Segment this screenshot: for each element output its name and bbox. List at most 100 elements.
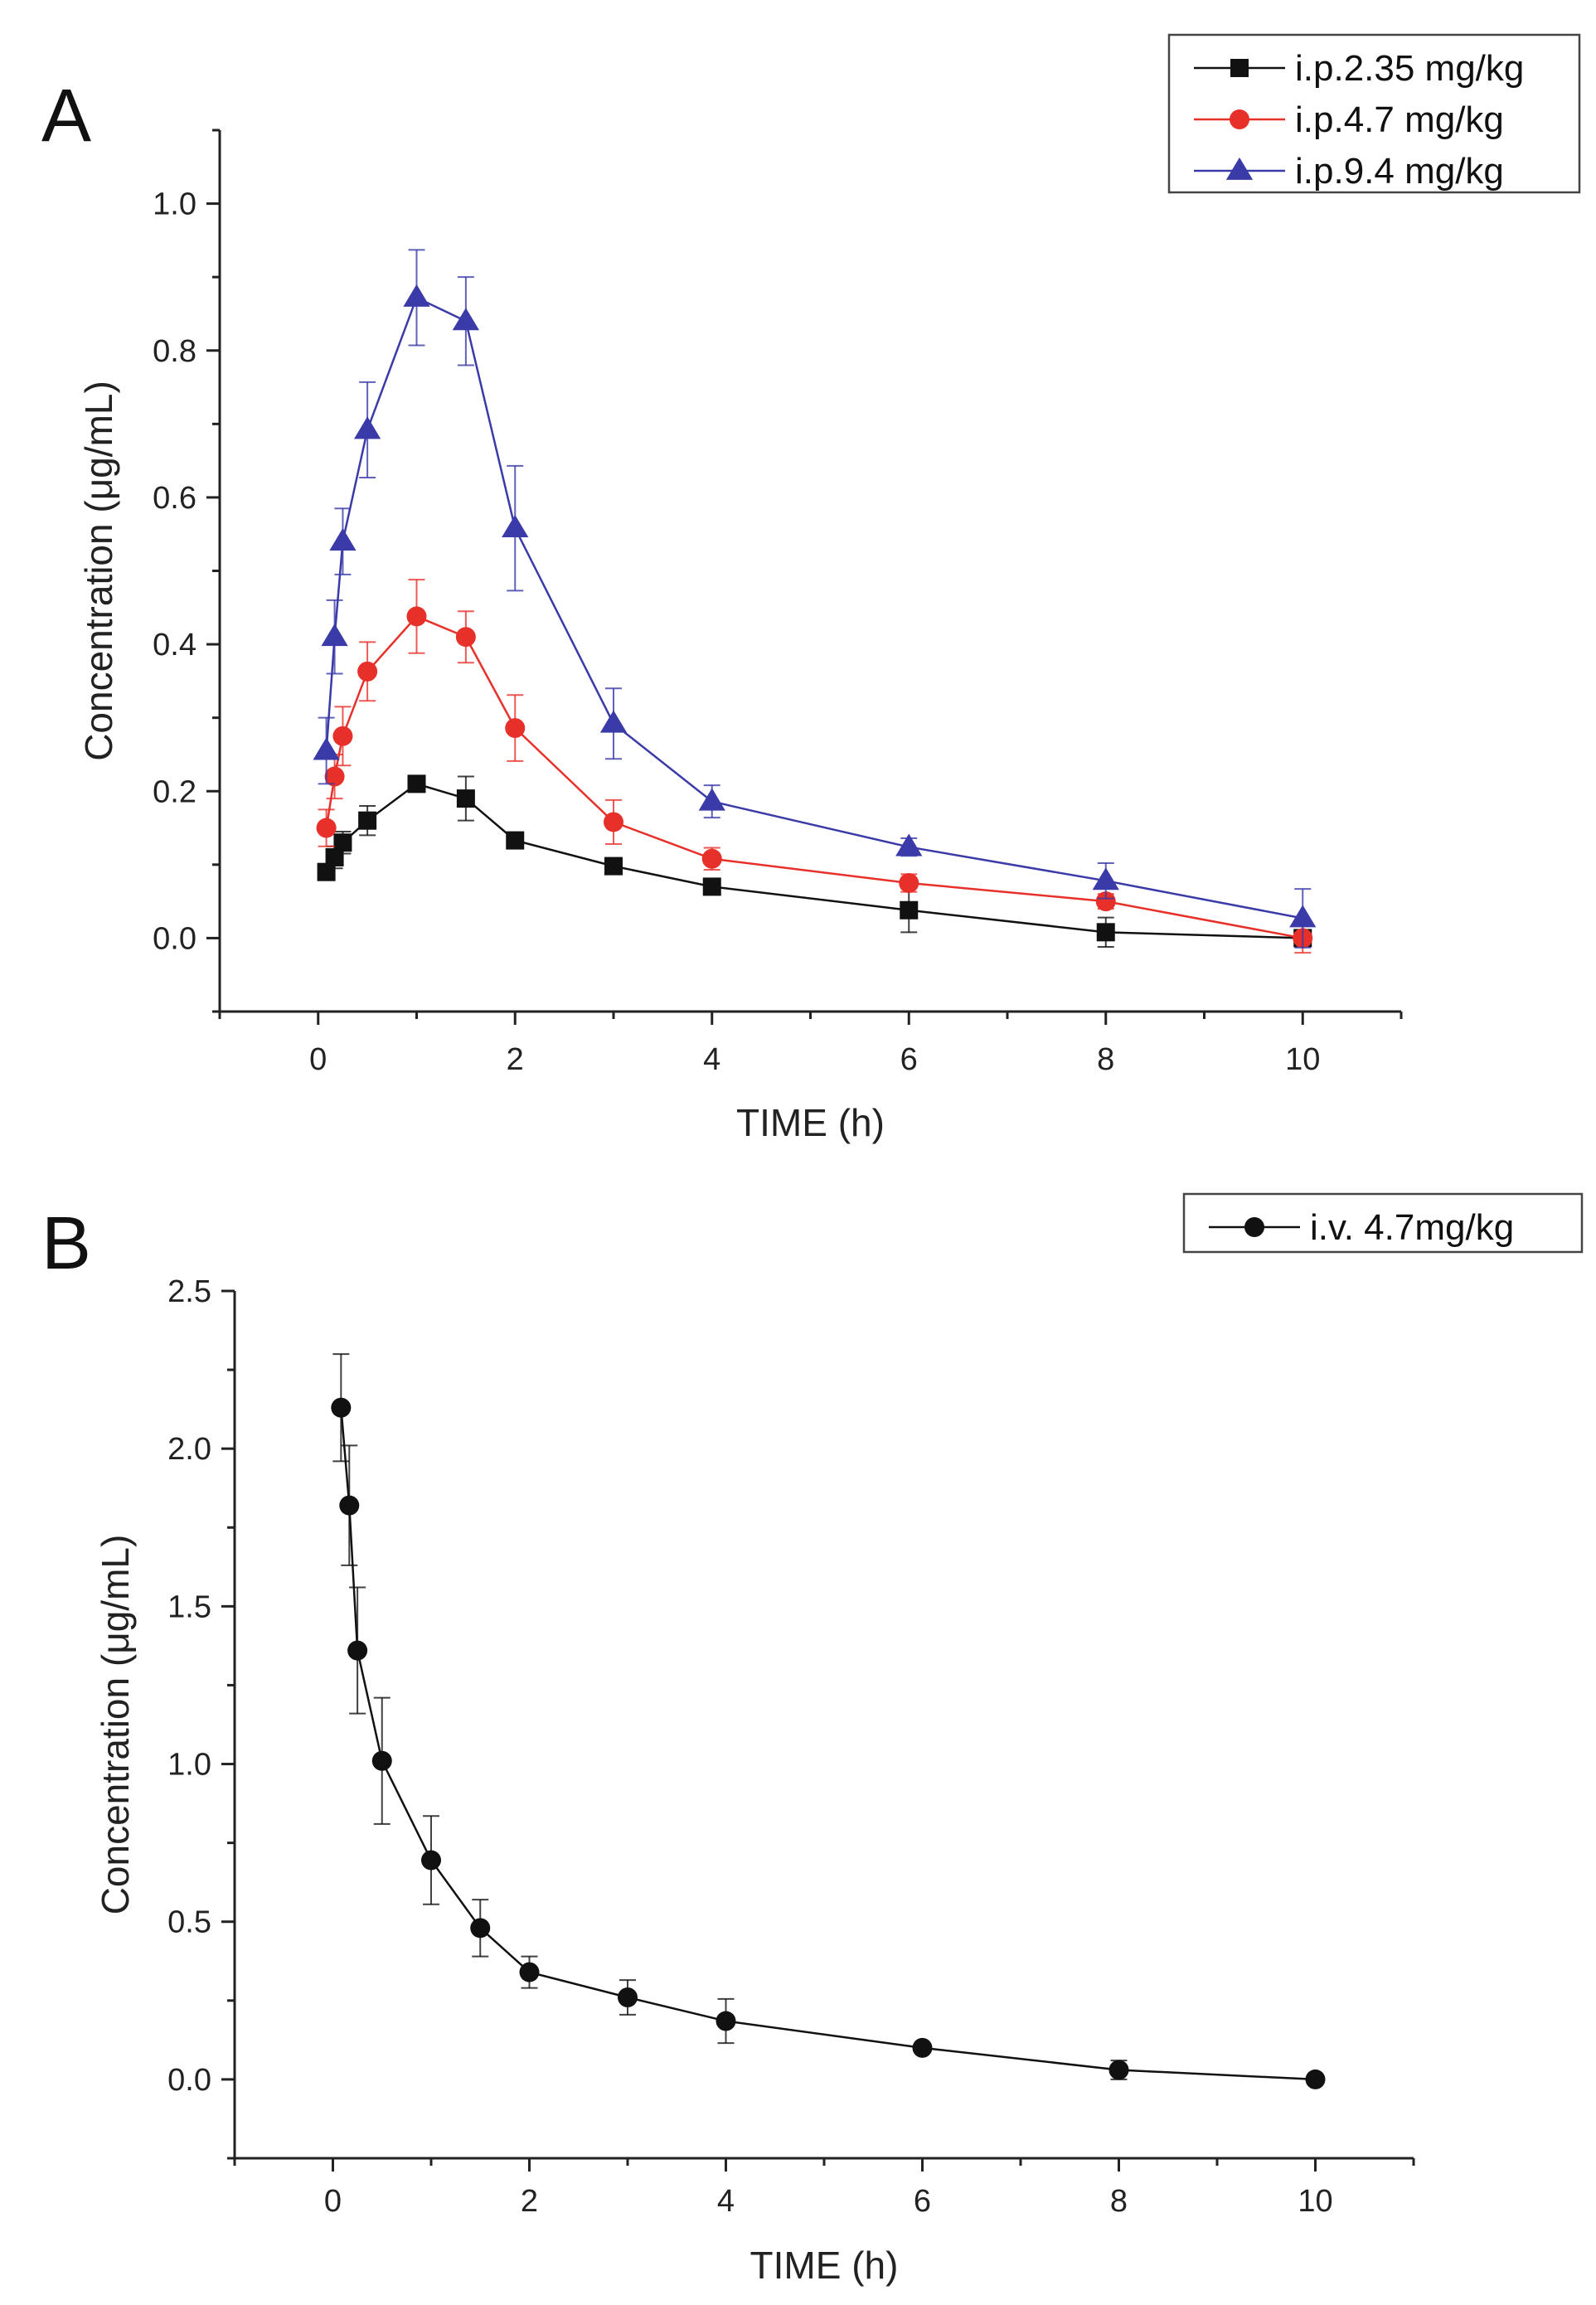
data-point [358,811,377,830]
legend-marker [1225,157,1254,180]
data-point [912,2037,933,2058]
legend-item: i.v. 4.7mg/kg [1209,1207,1514,1248]
data-point [702,877,721,896]
data-point [407,774,426,793]
y-axis-title: Concentration (μg/mL) [77,381,120,761]
x-tick-label: 10 [1298,2184,1332,2219]
data-point [321,624,348,647]
data-point [1305,2069,1326,2089]
data-point [357,661,378,682]
series-2 [316,579,1313,954]
data-point [1108,2060,1129,2080]
x-axis-title: TIME (h) [750,2244,899,2287]
data-point [701,848,722,869]
x-tick-label: 2 [507,1042,524,1077]
panel-letter: B [41,1202,91,1285]
data-point [332,725,353,746]
legend-item: i.p.2.35 mg/kg [1194,48,1524,89]
data-point [502,515,529,538]
legend: i.v. 4.7mg/kg [1182,1192,1584,1254]
data-point [1289,905,1317,928]
x-tick-label: 0 [309,1042,327,1077]
series-1 [331,1353,1326,2089]
data-point [316,818,337,838]
y-tick-label: 0.8 [153,334,196,369]
data-point [895,833,923,856]
data-point [347,1640,368,1661]
y-tick-label: 1.5 [167,1589,211,1624]
legend-label: i.p.4.7 mg/kg [1295,99,1504,140]
x-tick-label: 6 [900,1042,918,1077]
data-point [604,856,623,876]
y-tick-label: 1.0 [153,187,196,222]
data-point [505,718,526,739]
x-tick-label: 2 [521,2184,538,2219]
panel-letter: A [41,75,91,158]
data-point [333,833,352,852]
data-point [716,2011,736,2031]
series-line [325,296,1303,920]
x-tick-label: 8 [1110,2184,1128,2219]
data-point [339,1495,360,1516]
data-point [452,308,479,331]
x-tick-label: 4 [703,1042,720,1077]
legend-label: i.v. 4.7mg/kg [1310,1207,1514,1248]
x-tick-label: 0 [324,2184,342,2219]
series-1 [317,774,1312,949]
y-axis-title: Concentration (μg/mL) [94,1535,137,1915]
data-point [371,1750,392,1771]
x-tick-label: 8 [1097,1042,1114,1077]
y-tick-label: 1.0 [167,1748,211,1783]
x-tick-label: 10 [1285,1042,1320,1077]
panel-b: B 0 2 4 6 8 10 0.0 0.5 1.0 1.5 2.0 2.5 TIME (h) Concen… [41,1192,1584,2287]
data-point [899,872,919,893]
data-point [1096,923,1115,942]
legend-label: i.p.2.35 mg/kg [1295,48,1524,89]
data-point [519,1962,540,1982]
data-point [506,831,525,850]
data-point [403,284,430,307]
legend-item: i.p.4.7 mg/kg [1194,99,1504,140]
data-point [421,1850,441,1871]
data-point [900,900,919,920]
y-tick-label: 0.2 [153,774,196,809]
y-tick-label: 2.0 [167,1432,211,1467]
x-tick-label: 4 [717,2184,735,2219]
data-point [354,416,381,439]
data-point [618,1987,638,2008]
y-tick-label: 0.5 [167,1905,211,1940]
legend-label: i.p.9.4 mg/kg [1295,151,1504,192]
data-point [313,737,340,760]
data-point [331,1397,352,1418]
data-point [329,527,357,551]
y-tick-label: 0.4 [153,628,196,662]
y-tick-label: 0.0 [167,2063,211,2098]
data-point [1092,867,1119,890]
y-tick-label: 0.6 [153,481,196,516]
data-point [456,789,475,808]
data-point [406,606,427,627]
x-tick-label: 6 [914,2184,931,2219]
x-axis-title: TIME (h) [736,1101,885,1144]
legend: i.p.2.35 mg/kg i.p.4.7 mg/kg i.p.9.4 mg/kg [1167,33,1581,194]
data-point [325,847,344,866]
series-3 [313,249,1317,949]
legend-marker [1244,1217,1264,1237]
legend-marker [1230,59,1249,77]
data-point [698,788,725,811]
y-tick-label: 2.5 [167,1274,211,1309]
data-point [599,710,628,733]
data-point [455,627,476,648]
data-point [317,862,336,881]
series-line [340,1407,1316,2081]
data-point [470,1918,491,1939]
panel-a: A 0 2 4 6 8 10 0.0 0.2 0.4 0.6 0.8 1.0 TIME (h) Concen… [41,33,1581,1144]
data-point [1095,891,1116,912]
y-tick-label: 0.0 [153,921,196,956]
legend-item: i.p.9.4 mg/kg [1194,151,1504,192]
data-point [324,766,345,787]
legend-marker [1230,109,1249,129]
data-point [604,812,623,832]
